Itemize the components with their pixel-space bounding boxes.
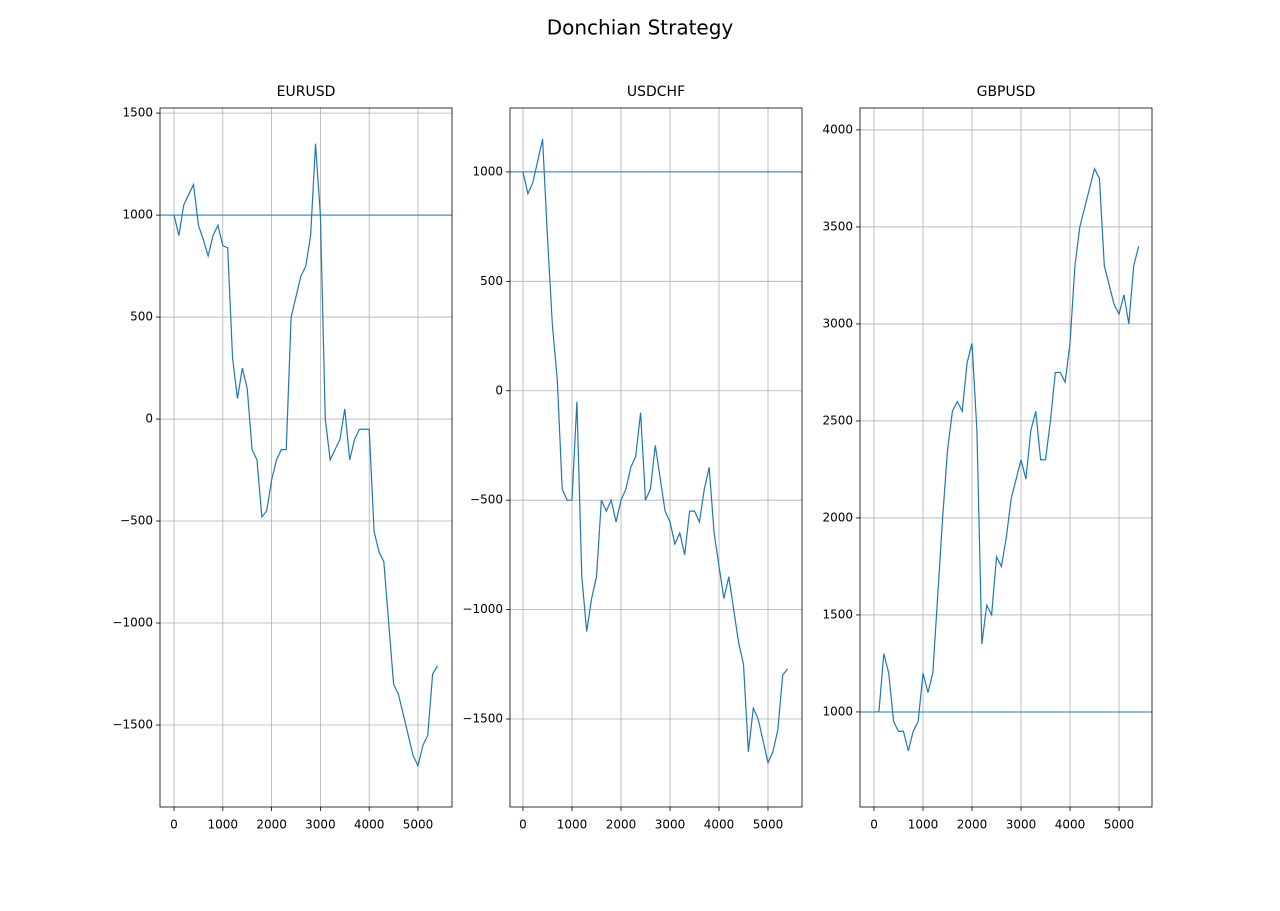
panel-title: USDCHF	[627, 84, 685, 100]
plot-frame	[509, 107, 803, 808]
x-tick-label: 1000	[557, 818, 588, 832]
x-tick-label: 4000	[354, 818, 385, 832]
x-tick-label: 0	[519, 818, 527, 832]
plot-frame	[859, 107, 1153, 808]
y-tick-label: 3000	[822, 316, 853, 330]
x-tick-label: 1000	[908, 818, 939, 832]
y-tick-label: 3500	[822, 219, 853, 233]
x-tick-label: 2000	[256, 818, 287, 832]
x-tick-label: 3000	[655, 818, 686, 832]
y-tick-label: 500	[480, 274, 503, 288]
y-tick-label: 500	[130, 310, 153, 324]
y-tick-label: 1000	[472, 164, 503, 178]
y-tick-label: 4000	[822, 122, 853, 136]
x-tick-label: 5000	[753, 818, 784, 832]
y-tick-label: 0	[145, 412, 153, 426]
y-tick-label: −1000	[112, 616, 153, 630]
panel-title: EURUSD	[277, 84, 336, 100]
y-tick-label: −500	[470, 493, 503, 507]
x-tick-label: 0	[870, 818, 878, 832]
x-tick-label: 3000	[305, 818, 336, 832]
x-tick-label: 4000	[704, 818, 735, 832]
y-tick-label: 1500	[122, 106, 153, 120]
x-tick-label: 2000	[957, 818, 988, 832]
y-tick-label: 2000	[822, 510, 853, 524]
figure-title: Donchian Strategy	[547, 16, 734, 40]
x-tick-label: 3000	[1006, 818, 1037, 832]
x-tick-label: 1000	[208, 818, 239, 832]
y-tick-label: −1500	[462, 712, 503, 726]
series-line	[173, 143, 439, 768]
x-tick-label: 2000	[606, 818, 637, 832]
series-line	[874, 167, 1140, 751]
y-tick-label: 1000	[822, 704, 853, 718]
series-line	[522, 138, 789, 765]
y-tick-label: −500	[120, 514, 153, 528]
y-tick-label: −1000	[462, 602, 503, 616]
y-tick-label: 1000	[122, 208, 153, 222]
y-tick-label: 1500	[822, 607, 853, 621]
y-tick-label: −1500	[112, 718, 153, 732]
y-tick-label: 0	[495, 383, 503, 397]
y-tick-label: 2500	[822, 413, 853, 427]
x-tick-label: 0	[170, 818, 178, 832]
x-tick-label: 4000	[1055, 818, 1086, 832]
x-tick-label: 5000	[1104, 818, 1135, 832]
x-tick-label: 5000	[403, 818, 434, 832]
panel-title: GBPUSD	[977, 84, 1036, 100]
plot-frame	[159, 107, 453, 808]
